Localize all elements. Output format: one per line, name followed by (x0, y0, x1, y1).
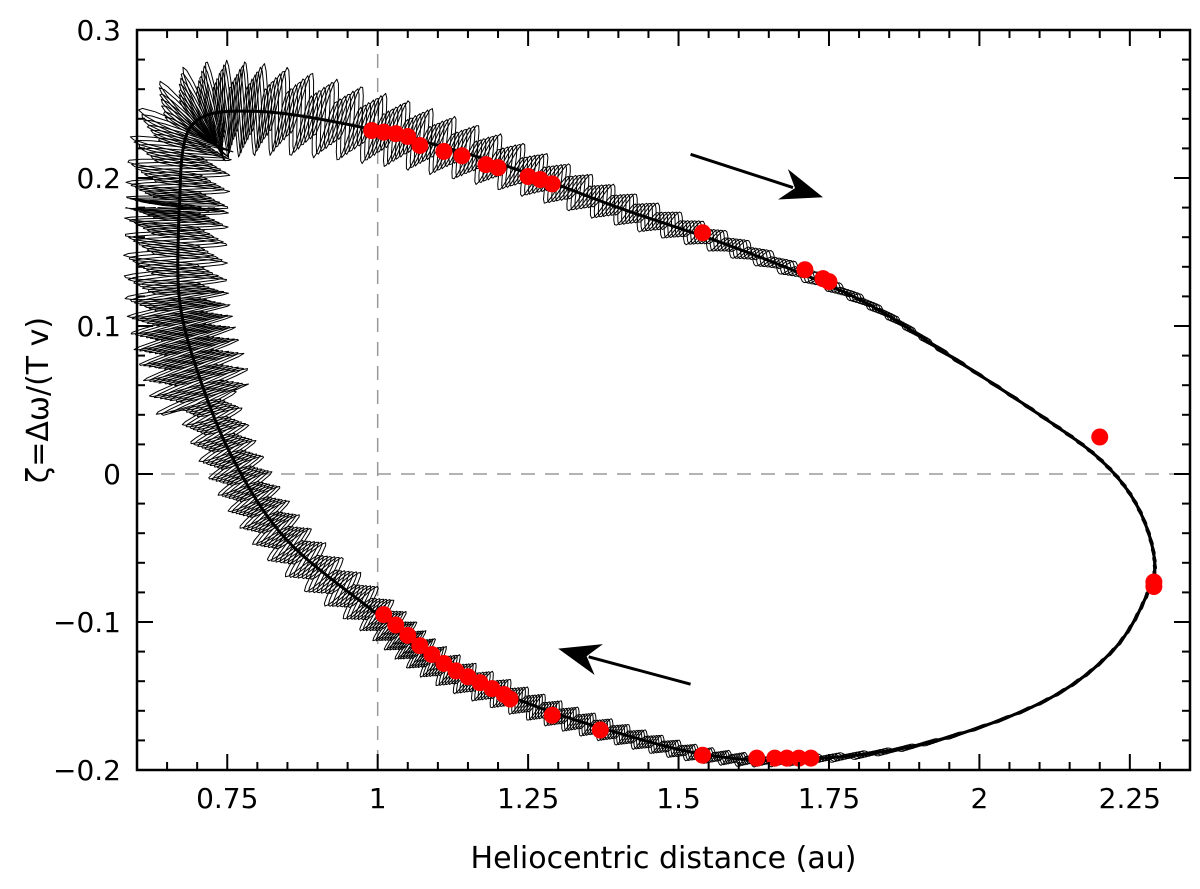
direction-arrows (558, 152, 823, 686)
data-point (1091, 428, 1109, 446)
data-point (790, 749, 808, 767)
data-point (375, 606, 393, 624)
data-point (694, 746, 712, 764)
data-point (411, 136, 429, 154)
y-axis-title: ζ=Δω/(T v) (21, 317, 56, 483)
data-point (778, 749, 796, 767)
plot-frame (135, 28, 1192, 772)
data-point (766, 749, 784, 767)
data-point (802, 749, 820, 767)
x-tick-labels: 0.75 1 1.25 1.5 1.75 2 2.25 (196, 782, 1161, 815)
data-point (435, 142, 453, 160)
y-tick-label: −0.2 (53, 754, 121, 787)
y-tick-label: 0.1 (76, 310, 121, 343)
data-point (423, 646, 441, 664)
y-tick-label: 0 (103, 458, 121, 491)
data-point (501, 690, 519, 708)
x-tick-label: 2.25 (1099, 782, 1161, 815)
x-tick-label: 1.75 (798, 782, 860, 815)
data-points (363, 122, 1163, 767)
axis-ticks (137, 29, 1190, 771)
data-point (694, 224, 712, 242)
data-point (543, 175, 561, 193)
x-tick-label: 1 (369, 782, 387, 815)
x-axis-title: Heliocentric distance (au) (471, 841, 857, 876)
data-point (489, 159, 507, 177)
x-tick-label: 2 (970, 782, 988, 815)
data-point (591, 721, 609, 739)
data-point (399, 626, 417, 644)
upper-direction-arrow-shaft (690, 152, 794, 189)
lower-direction-arrow-shaft (588, 655, 691, 686)
data-point (748, 749, 766, 767)
data-point (399, 128, 417, 146)
x-tick-label: 1.5 (656, 782, 701, 815)
lower-direction-arrow-head (558, 644, 603, 675)
data-point (453, 147, 471, 165)
y-tick-label: −0.1 (53, 606, 121, 639)
data-point (543, 706, 561, 724)
y-tick-labels: −0.2 −0.1 0 0.1 0.2 0.3 (53, 14, 121, 787)
data-point (411, 637, 429, 655)
y-tick-label: 0.3 (76, 14, 121, 47)
data-point (387, 616, 405, 634)
x-tick-label: 0.75 (196, 782, 258, 815)
data-point (796, 261, 814, 279)
lower-direction-arrow (558, 644, 691, 686)
data-point (1145, 577, 1163, 595)
reference-lines (137, 30, 1190, 770)
x-tick-label: 1.25 (497, 782, 559, 815)
upper-direction-arrow-head (778, 169, 823, 200)
data-point (820, 273, 838, 291)
y-tick-label: 0.2 (76, 162, 121, 195)
upper-direction-arrow (690, 152, 823, 200)
